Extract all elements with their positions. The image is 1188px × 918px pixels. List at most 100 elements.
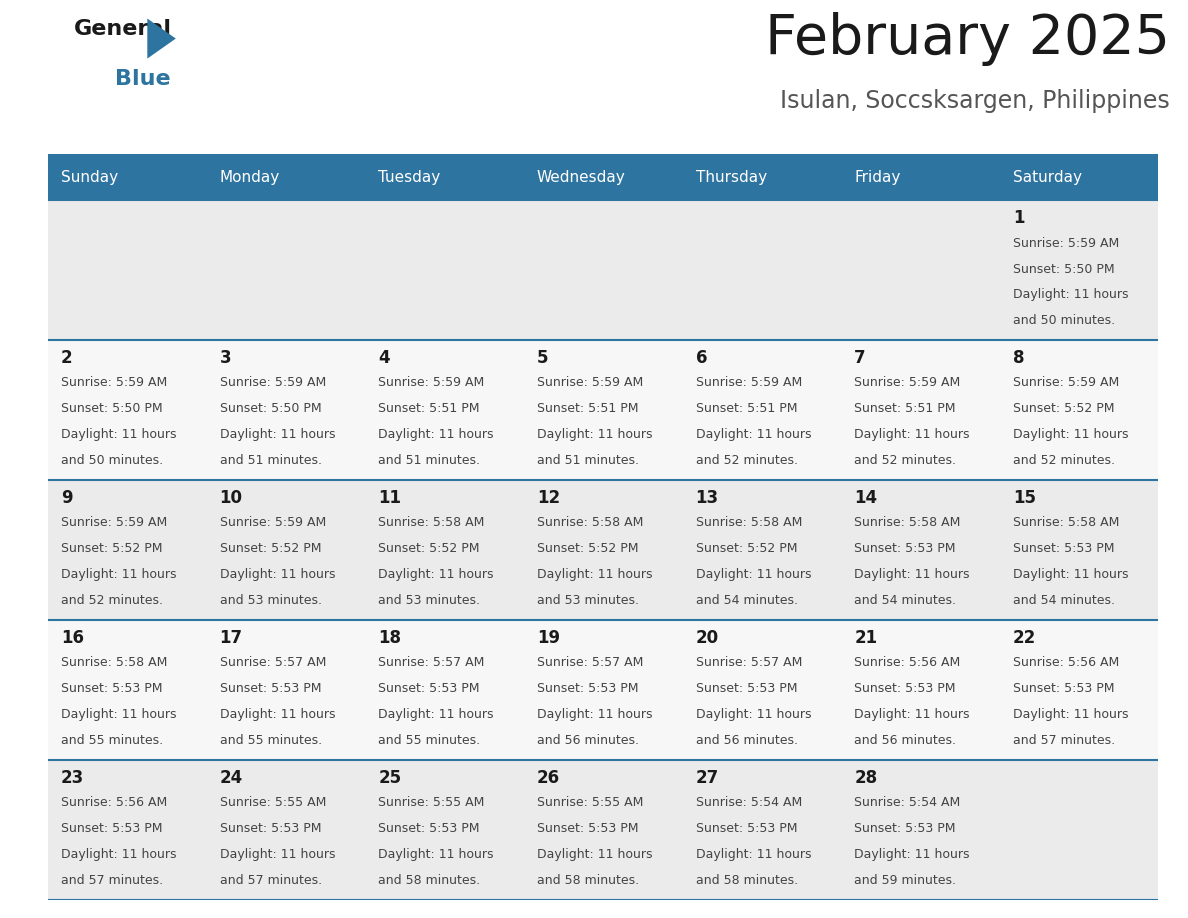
Text: and 55 minutes.: and 55 minutes. — [378, 733, 480, 746]
Text: and 53 minutes.: and 53 minutes. — [537, 594, 639, 607]
Text: Sunset: 5:51 PM: Sunset: 5:51 PM — [378, 402, 480, 415]
Text: 24: 24 — [220, 768, 242, 787]
Text: Sunset: 5:53 PM: Sunset: 5:53 PM — [854, 543, 956, 555]
Bar — [841, 200, 999, 341]
Text: and 54 minutes.: and 54 minutes. — [854, 594, 956, 607]
Text: and 58 minutes.: and 58 minutes. — [696, 874, 797, 887]
Text: 14: 14 — [854, 489, 878, 507]
Text: Daylight: 11 hours: Daylight: 11 hours — [696, 568, 811, 581]
Text: Saturday: Saturday — [1013, 170, 1082, 185]
Text: Daylight: 11 hours: Daylight: 11 hours — [1013, 428, 1129, 442]
Bar — [207, 200, 365, 341]
Bar — [524, 200, 682, 341]
Text: Sunset: 5:53 PM: Sunset: 5:53 PM — [696, 822, 797, 834]
Bar — [682, 620, 841, 760]
Text: Sunset: 5:53 PM: Sunset: 5:53 PM — [1013, 682, 1114, 695]
Text: 28: 28 — [854, 768, 878, 787]
Text: Sunrise: 5:59 AM: Sunrise: 5:59 AM — [537, 376, 643, 389]
Bar — [207, 154, 365, 200]
Text: Sunset: 5:52 PM: Sunset: 5:52 PM — [696, 543, 797, 555]
Text: and 57 minutes.: and 57 minutes. — [61, 874, 163, 887]
Text: Sunset: 5:53 PM: Sunset: 5:53 PM — [220, 682, 321, 695]
Text: Daylight: 11 hours: Daylight: 11 hours — [854, 428, 969, 442]
Bar — [999, 760, 1158, 900]
Text: Sunrise: 5:54 AM: Sunrise: 5:54 AM — [696, 796, 802, 809]
Text: 15: 15 — [1013, 489, 1036, 507]
Text: Daylight: 11 hours: Daylight: 11 hours — [61, 568, 176, 581]
Text: and 55 minutes.: and 55 minutes. — [220, 733, 322, 746]
Text: Sunset: 5:51 PM: Sunset: 5:51 PM — [854, 402, 956, 415]
Bar — [999, 620, 1158, 760]
Text: and 52 minutes.: and 52 minutes. — [1013, 454, 1116, 467]
Bar — [682, 760, 841, 900]
Text: and 56 minutes.: and 56 minutes. — [537, 733, 639, 746]
Text: 11: 11 — [378, 489, 402, 507]
Text: Sunrise: 5:59 AM: Sunrise: 5:59 AM — [61, 376, 168, 389]
Bar — [207, 480, 365, 620]
Text: Sunrise: 5:59 AM: Sunrise: 5:59 AM — [378, 376, 485, 389]
Text: Daylight: 11 hours: Daylight: 11 hours — [1013, 568, 1129, 581]
Bar — [524, 620, 682, 760]
Text: Daylight: 11 hours: Daylight: 11 hours — [220, 847, 335, 861]
Text: Sunset: 5:53 PM: Sunset: 5:53 PM — [61, 822, 163, 834]
Bar — [682, 200, 841, 341]
Text: and 51 minutes.: and 51 minutes. — [220, 454, 322, 467]
Text: Sunset: 5:52 PM: Sunset: 5:52 PM — [1013, 402, 1114, 415]
Text: Sunrise: 5:55 AM: Sunrise: 5:55 AM — [378, 796, 485, 809]
Text: 22: 22 — [1013, 629, 1036, 647]
Text: Sunset: 5:53 PM: Sunset: 5:53 PM — [378, 682, 480, 695]
Text: 9: 9 — [61, 489, 72, 507]
Text: February 2025: February 2025 — [765, 12, 1170, 66]
Text: and 58 minutes.: and 58 minutes. — [378, 874, 480, 887]
Text: Sunset: 5:52 PM: Sunset: 5:52 PM — [61, 543, 163, 555]
Text: Sunset: 5:52 PM: Sunset: 5:52 PM — [220, 543, 321, 555]
Text: 17: 17 — [220, 629, 242, 647]
Text: Sunset: 5:52 PM: Sunset: 5:52 PM — [378, 543, 480, 555]
Text: Daylight: 11 hours: Daylight: 11 hours — [854, 708, 969, 721]
Text: Sunset: 5:53 PM: Sunset: 5:53 PM — [696, 682, 797, 695]
Text: Sunset: 5:51 PM: Sunset: 5:51 PM — [696, 402, 797, 415]
Bar — [207, 760, 365, 900]
Text: 19: 19 — [537, 629, 560, 647]
Text: Daylight: 11 hours: Daylight: 11 hours — [537, 428, 652, 442]
Text: and 57 minutes.: and 57 minutes. — [1013, 733, 1116, 746]
Text: Sunrise: 5:59 AM: Sunrise: 5:59 AM — [854, 376, 961, 389]
Text: 7: 7 — [854, 349, 866, 367]
Text: 16: 16 — [61, 629, 84, 647]
Text: Daylight: 11 hours: Daylight: 11 hours — [696, 428, 811, 442]
Text: 21: 21 — [854, 629, 878, 647]
Text: 10: 10 — [220, 489, 242, 507]
Text: Sunrise: 5:57 AM: Sunrise: 5:57 AM — [696, 656, 802, 669]
Text: General: General — [74, 18, 171, 39]
Text: Daylight: 11 hours: Daylight: 11 hours — [696, 708, 811, 721]
Text: Daylight: 11 hours: Daylight: 11 hours — [378, 568, 494, 581]
Text: 5: 5 — [537, 349, 549, 367]
Text: Daylight: 11 hours: Daylight: 11 hours — [1013, 708, 1129, 721]
Text: and 50 minutes.: and 50 minutes. — [1013, 314, 1116, 327]
Text: Sunset: 5:50 PM: Sunset: 5:50 PM — [220, 402, 321, 415]
Bar — [999, 154, 1158, 200]
Text: Sunset: 5:53 PM: Sunset: 5:53 PM — [220, 822, 321, 834]
Text: Sunrise: 5:58 AM: Sunrise: 5:58 AM — [854, 516, 961, 530]
Text: Sunrise: 5:56 AM: Sunrise: 5:56 AM — [854, 656, 961, 669]
Bar — [841, 341, 999, 480]
Text: 26: 26 — [537, 768, 560, 787]
Polygon shape — [147, 18, 176, 59]
Text: Daylight: 11 hours: Daylight: 11 hours — [220, 708, 335, 721]
Text: and 54 minutes.: and 54 minutes. — [696, 594, 797, 607]
Bar — [999, 200, 1158, 341]
Bar — [524, 480, 682, 620]
Text: Sunrise: 5:58 AM: Sunrise: 5:58 AM — [378, 516, 485, 530]
Bar — [365, 341, 524, 480]
Text: Daylight: 11 hours: Daylight: 11 hours — [1013, 288, 1129, 301]
Bar — [48, 154, 207, 200]
Text: Daylight: 11 hours: Daylight: 11 hours — [61, 428, 176, 442]
Text: Sunset: 5:52 PM: Sunset: 5:52 PM — [537, 543, 638, 555]
Text: Blue: Blue — [115, 70, 171, 89]
Text: 8: 8 — [1013, 349, 1024, 367]
Text: 18: 18 — [378, 629, 402, 647]
Text: and 54 minutes.: and 54 minutes. — [1013, 594, 1116, 607]
Bar — [999, 341, 1158, 480]
Text: Sunset: 5:53 PM: Sunset: 5:53 PM — [61, 682, 163, 695]
Text: and 53 minutes.: and 53 minutes. — [378, 594, 480, 607]
